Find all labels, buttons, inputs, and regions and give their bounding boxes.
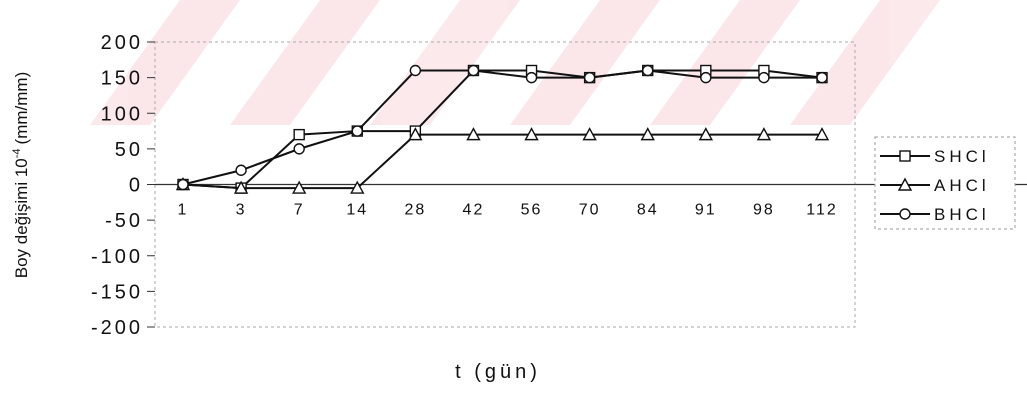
data-point-circle xyxy=(351,125,363,137)
data-point-circle xyxy=(583,71,596,84)
series-layer xyxy=(175,64,830,194)
background-stripes xyxy=(90,0,940,125)
data-point-triangle xyxy=(640,127,655,141)
series-line xyxy=(182,69,822,186)
data-point-circle xyxy=(177,178,189,191)
x-tick-label: 84 xyxy=(637,202,659,219)
series-line xyxy=(182,133,822,190)
data-point-triangle xyxy=(698,127,713,141)
data-point-triangle xyxy=(814,127,830,141)
legend-label: BHCl xyxy=(934,205,990,224)
y-tick-label: -50 xyxy=(105,210,143,232)
svg-text:Boy değişimi 10-4(mm/mm): Boy değişimi 10-4 (mm/mm) xyxy=(11,72,31,279)
legend-item: AHCl xyxy=(880,176,990,195)
data-point-triangle xyxy=(756,127,772,141)
legend-label: AHCl xyxy=(934,176,990,195)
legend-marker-triangle xyxy=(897,177,913,191)
y-tick-label: -200 xyxy=(91,317,143,339)
x-tick-label: 7 xyxy=(294,202,305,219)
data-point-circle xyxy=(409,64,422,77)
y-tick-label: 50 xyxy=(115,139,143,161)
data-point-triangle xyxy=(350,180,365,194)
legend-label: SHCl xyxy=(934,147,990,166)
data-point-circle xyxy=(293,143,305,155)
y-axis-title: Boy değişimi 10-4 (mm/mm) xyxy=(11,72,31,279)
data-point-triangle xyxy=(466,127,481,141)
x-axis-title: t (gün) xyxy=(455,361,541,383)
y-axis-title-unit: (mm/mm) xyxy=(12,72,31,145)
y-tick-label: 150 xyxy=(101,68,143,90)
x-tick-label: 91 xyxy=(695,202,717,219)
data-point-triangle xyxy=(582,127,597,141)
x-tick-label: 70 xyxy=(579,202,601,219)
data-point-circle xyxy=(758,71,770,84)
data-point-circle xyxy=(235,164,247,176)
legend-marker-square xyxy=(899,150,911,162)
x-tick-label: 28 xyxy=(404,202,426,219)
legend-item: BHCl xyxy=(880,205,990,224)
y-tick-label: -100 xyxy=(91,246,143,268)
y-tick-label: 100 xyxy=(101,103,143,125)
x-tick-label: 14 xyxy=(346,202,368,219)
legend: SHCl AHCl BHCl xyxy=(874,136,1016,230)
y-tick-label: 0 xyxy=(129,175,143,197)
data-point-triangle xyxy=(524,127,539,141)
series-bhcl xyxy=(177,64,828,191)
data-point-circle xyxy=(642,64,654,77)
y-axis: 200 150 100 50 0 -50 -100 -150 -200 xyxy=(91,32,155,339)
data-point-triangle xyxy=(292,180,307,194)
data-point-square xyxy=(293,128,305,141)
data-point-circle xyxy=(467,64,480,77)
series-line xyxy=(182,69,823,190)
x-tick-label: 98 xyxy=(753,202,775,219)
legend-marker-circle xyxy=(899,208,911,220)
data-point-triangle xyxy=(408,127,423,141)
x-tick-label: 112 xyxy=(806,202,838,219)
data-point-circle xyxy=(700,71,712,84)
x-tick-label: 1 xyxy=(178,202,189,219)
x-tick-label: 42 xyxy=(463,202,485,219)
x-tick-label: 56 xyxy=(521,202,543,219)
data-point-triangle xyxy=(233,180,249,194)
data-point-circle xyxy=(525,71,538,84)
y-axis-title-exp: -4 xyxy=(11,148,23,158)
y-tick-label: -150 xyxy=(91,281,143,303)
data-point-circle xyxy=(816,71,828,84)
legend-item: SHCl xyxy=(880,147,990,166)
y-tick-label: 200 xyxy=(101,32,143,54)
x-tick-label: 3 xyxy=(236,202,247,219)
series-ahcl xyxy=(175,127,830,194)
y-axis-title-main: Boy değişimi 10 xyxy=(12,158,31,278)
